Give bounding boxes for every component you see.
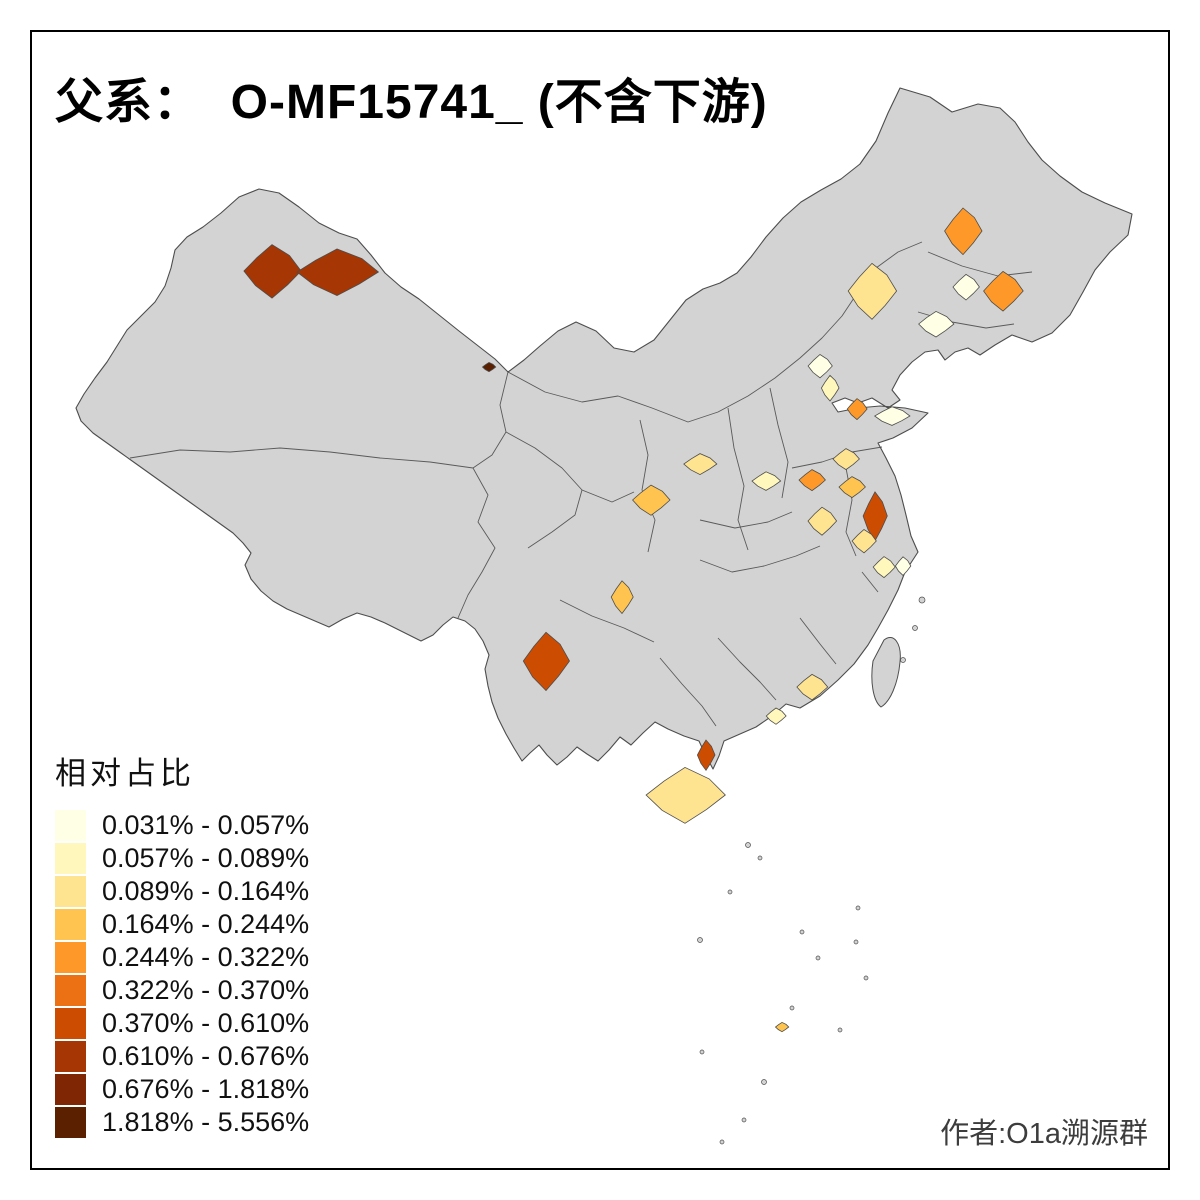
legend-item: 0.164% - 0.244% <box>55 908 309 941</box>
legend-label: 0.244% - 0.322% <box>102 942 310 972</box>
map-region-yunnan-central-dark <box>522 631 570 692</box>
map-region-jilin-central-pale <box>952 273 980 301</box>
legend: 相对占比 0.031% - 0.057% 0.057% - 0.089% 0.089… <box>55 748 309 1139</box>
map-region-hainan-island <box>645 766 726 824</box>
legend-swatch <box>55 975 86 1006</box>
legend-item: 0.089% - 0.164% <box>55 875 309 908</box>
legend-item: 0.676% - 1.818% <box>55 1073 309 1106</box>
map-region-shanxi-south-yellow <box>683 453 718 476</box>
legend-item: 0.322% - 0.370% <box>55 974 309 1007</box>
province-borders <box>129 241 1033 727</box>
legend-item: 0.031% - 0.057% <box>55 809 309 842</box>
map-region-south-sea-island-orange <box>774 1021 790 1033</box>
map-region-beijing-pale <box>807 353 833 379</box>
legend-label: 0.610% - 0.676% <box>102 1041 310 1071</box>
legend-item: 1.818% - 5.556% <box>55 1106 309 1139</box>
legend-label: 0.370% - 0.610% <box>102 1008 310 1038</box>
map-region-jilin-west-yellow <box>847 262 898 320</box>
page-title: 父系： O-MF15741_ (不含下游) <box>55 76 768 129</box>
legend-item: 0.244% - 0.322% <box>55 941 309 974</box>
map-region-shandong-north-orange <box>846 398 868 421</box>
legend-swatch <box>55 843 86 874</box>
map-region-liaoning-pale <box>918 310 955 338</box>
map-region-xinjiang-north-west <box>243 244 302 299</box>
legend-swatch <box>55 942 86 973</box>
map-region-xinjiang-north-east <box>296 248 380 297</box>
map-region-heilongjiang-central <box>944 207 983 256</box>
map-region-xuzhou-yellow <box>838 476 866 499</box>
map-region-tianjin-pale <box>820 374 840 402</box>
map-region-hebei-south-pale <box>751 471 782 491</box>
legend-item: 0.610% - 0.676% <box>55 1040 309 1073</box>
map-region-gansu-west-dot <box>481 361 497 373</box>
legend-swatch <box>55 1008 86 1039</box>
legend-label: 0.089% - 0.164% <box>102 876 310 906</box>
map-region-chongqing-yellow <box>610 580 634 615</box>
credit-text: 作者:O1a溯源群 <box>940 1118 1148 1150</box>
map-region-guangdong-west-pale <box>765 707 787 725</box>
choropleth-regions <box>243 207 1024 1033</box>
map-region-shaanxi-south-orange <box>632 484 671 516</box>
legend-title: 相对占比 <box>55 756 195 791</box>
legend-items: 0.031% - 0.057% 0.057% - 0.089% 0.089% - 0… <box>55 809 309 1139</box>
legend-swatch <box>55 1107 86 1138</box>
map-region-guangdong-east-yellow <box>796 673 829 701</box>
sea-islands <box>697 596 926 1145</box>
legend-label: 0.676% - 1.818% <box>102 1074 310 1104</box>
map-region-anhui-central-yellow <box>807 506 838 536</box>
legend-swatch <box>55 909 86 940</box>
map-region-jilin-east <box>983 270 1024 312</box>
map-region-shanghai-pale <box>894 556 912 576</box>
map-region-jiangsu-south-pale <box>872 556 896 579</box>
legend-item: 0.057% - 0.089% <box>55 842 309 875</box>
legend-item: 0.370% - 0.610% <box>55 1007 309 1040</box>
legend-swatch <box>55 876 86 907</box>
map-region-shandong-central-yellow <box>832 448 860 471</box>
map-region-jiangsu-central-dark <box>862 491 888 542</box>
legend-swatch <box>55 1074 86 1105</box>
legend-label: 0.164% - 0.244% <box>102 909 310 939</box>
map-region-anhui-east-yellow <box>851 528 877 554</box>
map-region-shandong-southwest-orange <box>798 469 826 492</box>
legend-label: 0.057% - 0.089% <box>102 843 310 873</box>
map-region-leizhou-dark <box>696 739 716 772</box>
legend-label: 0.031% - 0.057% <box>102 810 310 840</box>
taiwan-island <box>871 637 901 708</box>
legend-swatch <box>55 810 86 841</box>
legend-swatch <box>55 1041 86 1072</box>
map-region-shandong-peninsula-pale <box>873 406 911 426</box>
legend-label: 0.322% - 0.370% <box>102 975 310 1005</box>
mainland-outline <box>75 87 1133 770</box>
legend-label: 1.818% - 5.556% <box>102 1107 310 1137</box>
